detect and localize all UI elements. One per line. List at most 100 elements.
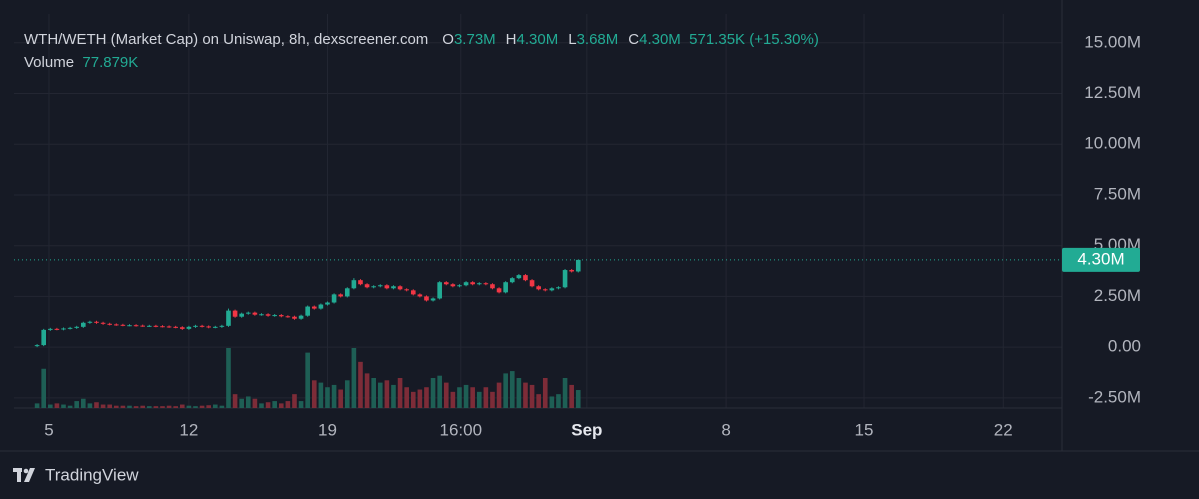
volume-bar bbox=[140, 405, 145, 408]
candle-body bbox=[417, 294, 423, 297]
volume-bar bbox=[127, 405, 132, 408]
candle-body bbox=[391, 286, 396, 289]
volume-bar bbox=[549, 396, 555, 408]
candle-body bbox=[463, 282, 469, 286]
volume-key: Volume bbox=[24, 54, 75, 71]
candle-body bbox=[457, 285, 462, 287]
y-tick-label: -2.50M bbox=[1088, 387, 1141, 406]
x-tick-label: 19 bbox=[318, 420, 337, 439]
candle-body bbox=[166, 326, 172, 328]
volume-bar bbox=[391, 384, 396, 408]
volume-bar bbox=[47, 404, 53, 408]
volume-bar bbox=[107, 404, 113, 408]
volume-bar bbox=[450, 391, 456, 408]
volume-bar bbox=[100, 404, 106, 408]
volume-bar bbox=[569, 384, 574, 408]
volume-bar bbox=[318, 382, 324, 408]
volume-bar bbox=[575, 390, 581, 408]
candle-body bbox=[94, 321, 99, 323]
candle-body bbox=[536, 286, 541, 290]
x-tick-label: 22 bbox=[994, 420, 1013, 439]
volume-bar bbox=[120, 405, 126, 408]
candle-body bbox=[516, 275, 522, 279]
volume-bar bbox=[259, 403, 264, 408]
candle-body bbox=[404, 289, 409, 291]
volume-value: 77.879K bbox=[82, 54, 139, 71]
volume-bar bbox=[94, 402, 99, 408]
volume-bar bbox=[265, 402, 271, 408]
volume-bar bbox=[430, 378, 436, 408]
volume-bar bbox=[509, 371, 515, 408]
candle-body bbox=[133, 325, 139, 327]
volume-bar bbox=[344, 380, 350, 408]
volume-bar bbox=[364, 373, 370, 408]
volume-bar bbox=[41, 368, 47, 408]
candle-body bbox=[61, 328, 66, 330]
volume-bar bbox=[226, 348, 231, 408]
candle-body bbox=[371, 286, 376, 288]
volume-bar bbox=[54, 403, 60, 408]
y-tick-label: 15.00M bbox=[1084, 32, 1141, 51]
candle-body bbox=[470, 282, 475, 285]
ohlc-key: O bbox=[442, 31, 454, 48]
volume-bar bbox=[351, 348, 357, 408]
x-tick-label: 8 bbox=[721, 420, 730, 439]
candle-body bbox=[351, 280, 357, 289]
ohlc-key: C bbox=[628, 31, 640, 48]
ohlc-value: 3.68M bbox=[576, 31, 619, 48]
candle-body bbox=[542, 289, 548, 291]
candle-body bbox=[397, 286, 403, 290]
candle-body bbox=[344, 288, 350, 297]
volume-bar bbox=[34, 403, 40, 408]
volume-bar bbox=[371, 378, 376, 408]
candle-body bbox=[245, 312, 251, 314]
volume-bar bbox=[232, 394, 238, 408]
candle-body bbox=[74, 326, 80, 328]
brand-name[interactable]: TradingView bbox=[45, 465, 139, 484]
ohlc-values: O3.73M H4.30M L3.68M C4.30M bbox=[428, 31, 681, 48]
volume-bar bbox=[417, 389, 423, 408]
x-tick-label: 15 bbox=[855, 420, 874, 439]
volume-bar bbox=[179, 404, 185, 408]
candle-body bbox=[292, 316, 297, 319]
x-tick-label: 16:00 bbox=[440, 420, 483, 439]
volume-bar bbox=[424, 387, 429, 408]
ohlc-key: L bbox=[568, 31, 577, 48]
tradingview-logo bbox=[13, 468, 35, 482]
candle-body bbox=[252, 312, 258, 315]
volume-bar bbox=[470, 387, 475, 408]
candle-body bbox=[338, 294, 343, 297]
candle-body bbox=[358, 280, 363, 285]
candle-body bbox=[107, 323, 113, 325]
volume-bar bbox=[193, 406, 198, 408]
volume-bar bbox=[133, 406, 139, 408]
volume-bar bbox=[410, 391, 416, 408]
x-tick-label: 5 bbox=[44, 420, 53, 439]
candle-body bbox=[206, 326, 211, 328]
volume-bar bbox=[186, 405, 192, 408]
volume-bar bbox=[212, 404, 218, 408]
candle-body bbox=[193, 325, 198, 327]
y-tick-label: 0.00 bbox=[1108, 337, 1141, 356]
volume-bar bbox=[529, 384, 535, 408]
candle-body bbox=[120, 324, 126, 326]
volume-bar bbox=[490, 391, 495, 408]
volume-bar bbox=[443, 382, 449, 408]
volume-bar bbox=[160, 406, 165, 408]
legend: WTH/WETH (Market Cap) on Uniswap, 8h, de… bbox=[24, 28, 819, 74]
volume-bar bbox=[384, 380, 390, 408]
y-tick-label: 12.50M bbox=[1084, 83, 1141, 102]
volume-bar bbox=[556, 394, 561, 408]
volume-bar bbox=[245, 396, 251, 408]
candle-body bbox=[199, 325, 205, 327]
volume-bar bbox=[358, 361, 363, 408]
candle-body bbox=[298, 315, 304, 319]
volume-bar bbox=[404, 387, 409, 408]
candle-body bbox=[549, 288, 555, 291]
volume-bar bbox=[325, 387, 330, 408]
candle-body bbox=[127, 325, 132, 327]
volume-bar bbox=[239, 398, 244, 408]
volume-bar bbox=[87, 403, 93, 408]
